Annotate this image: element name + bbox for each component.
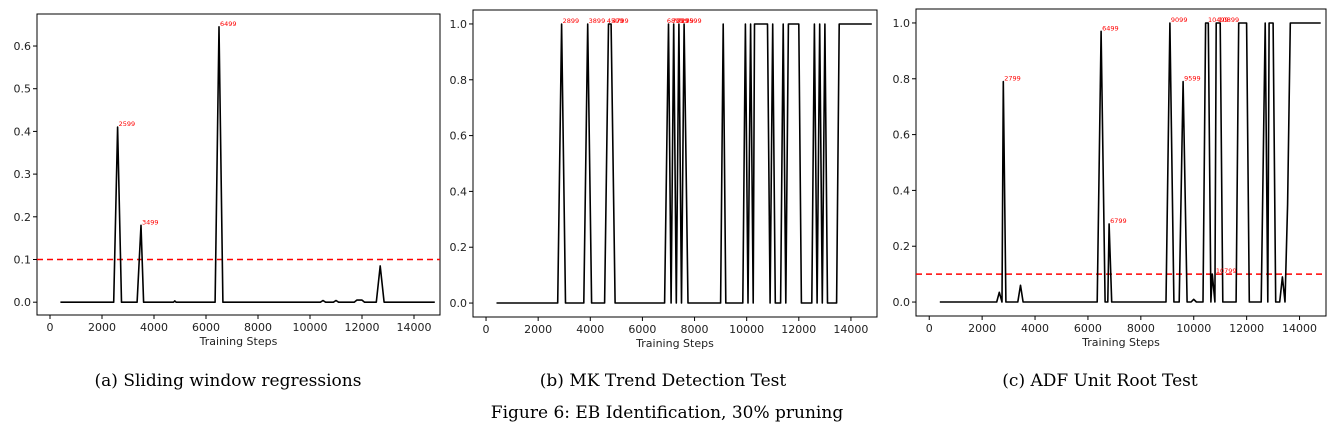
x-tick-label: 6000 [192, 321, 220, 334]
caption-a: (a) Sliding window regressions [95, 371, 362, 391]
peak-annotation: 2799 [1004, 75, 1021, 83]
y-tick-label: 0.0 [450, 297, 468, 310]
y-tick-label: 0.5 [14, 83, 32, 96]
x-tick-label: 6000 [1074, 322, 1102, 335]
peak-annotation: 7599 [685, 17, 702, 25]
series-line [939, 22, 1321, 303]
axes-frame [472, 9, 878, 318]
y-tick-label: 0.0 [14, 296, 32, 309]
x-tick-label: 10000 [729, 323, 764, 336]
x-tick-label: 0 [47, 321, 54, 334]
panel-a: 0 2000 4000 6000 8000 10000 12000 14000 0.0 0.1 0.… [14, 13, 441, 348]
peak-annotation: 2599 [119, 120, 136, 128]
y-tick-label: 0.2 [450, 241, 468, 254]
x-tick-label: 2000 [524, 323, 552, 336]
peak-annotation: 10899 [1219, 16, 1240, 24]
x-tick-label: 6000 [628, 323, 656, 336]
peak-annotation: 7099 [672, 17, 689, 25]
x-axis-label: Training Steps [199, 335, 278, 348]
y-tick-label: 1.0 [893, 17, 911, 30]
x-tick-label: 4000 [576, 323, 604, 336]
y-tick-label: 0.4 [450, 185, 468, 198]
axes-frame [915, 8, 1327, 317]
x-tick-label: 4000 [140, 321, 168, 334]
peak-annotation: 6499 [220, 20, 237, 28]
x-tick-label: 2000 [968, 322, 996, 335]
series-line [60, 25, 435, 304]
y-tick-label: 0.1 [14, 253, 32, 266]
peak-annotation: 3499 [142, 218, 159, 226]
x-tick-label: 14000 [1282, 322, 1317, 335]
peak-annotation: 4799 [612, 17, 629, 25]
y-tick-label: 1.0 [450, 18, 468, 31]
y-tick-label: 0.4 [893, 184, 911, 197]
y-tick-label: 0.8 [450, 74, 468, 87]
x-tick-label: 0 [926, 322, 933, 335]
x-tick-label: 12000 [1229, 322, 1264, 335]
y-tick-label: 0.4 [14, 125, 32, 138]
peak-annotation: 9099 [1171, 16, 1188, 24]
x-tick-label: 2000 [88, 321, 116, 334]
y-tick-label: 0.3 [14, 168, 32, 181]
x-tick-label: 12000 [781, 323, 816, 336]
y-tick-label: 0.6 [893, 129, 911, 142]
panel-c: 0 2000 4000 6000 8000 10000 12000 14000 0.0 0.2 0.… [893, 8, 1327, 349]
x-tick-label: 8000 [1127, 322, 1155, 335]
caption-b: (b) MK Trend Detection Test [540, 371, 787, 391]
peak-annotation: 6499 [1102, 24, 1119, 32]
figure-caption: Figure 6: EB Identification, 30% pruning [491, 403, 844, 423]
peak-annotation: 6799 [1110, 217, 1127, 225]
y-tick-label: 0.2 [14, 211, 32, 224]
x-tick-label: 10000 [1176, 322, 1211, 335]
x-tick-label: 14000 [833, 323, 868, 336]
peak-annotation: 9599 [1184, 75, 1201, 83]
x-axis-label: Training Steps [635, 337, 714, 350]
y-tick-label: 0.6 [14, 40, 32, 53]
peak-annotation: 3899 [589, 17, 606, 25]
y-tick-label: 0.2 [893, 240, 911, 253]
x-tick-label: 0 [483, 323, 490, 336]
peak-annotation: 10499 [1208, 16, 1229, 24]
x-axis-label: Training Steps [1081, 336, 1160, 349]
peak-annotation: 6899 [667, 17, 684, 25]
series-line [496, 23, 872, 304]
peak-annotation: 7299 [677, 17, 694, 25]
y-tick-label: 0.8 [893, 73, 911, 86]
x-tick-label: 4000 [1021, 322, 1049, 335]
peak-annotation: 2899 [563, 17, 580, 25]
x-tick-label: 14000 [397, 321, 432, 334]
y-tick-label: 0.6 [450, 130, 468, 143]
peak-annotation: 10799 [1216, 267, 1237, 275]
panel-b: 0 2000 4000 6000 8000 10000 12000 14000 0.0 0.2 0.… [450, 9, 878, 350]
x-tick-label: 8000 [244, 321, 272, 334]
peak-annotation: 4599 [607, 17, 624, 25]
y-tick-label: 0.0 [893, 296, 911, 309]
x-tick-label: 10000 [293, 321, 328, 334]
axes-frame [36, 13, 441, 316]
x-tick-label: 8000 [681, 323, 709, 336]
x-tick-label: 12000 [345, 321, 380, 334]
caption-c: (c) ADF Unit Root Test [1002, 371, 1198, 391]
